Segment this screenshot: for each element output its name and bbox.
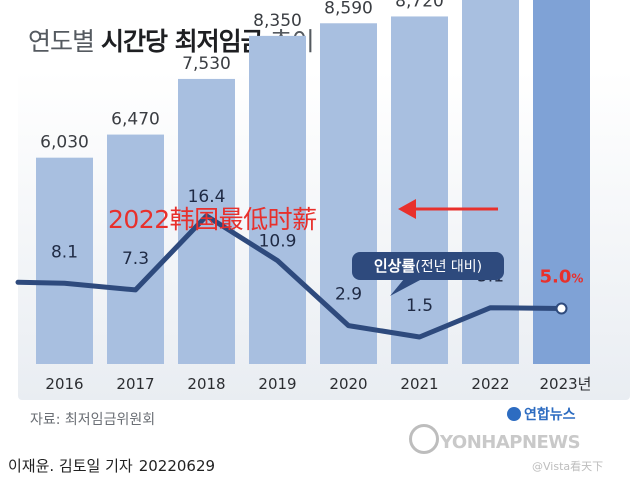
line-value-label-2023년: 5.0% xyxy=(540,267,584,288)
x-tick-label-2023년: 2023년 xyxy=(540,375,592,393)
x-tick-label-2018: 2018 xyxy=(187,375,225,393)
x-tick-label-2020: 2020 xyxy=(329,375,367,393)
growth-rate-line xyxy=(15,213,564,340)
page-title: 연도별 시간당 최저임금 추이 xyxy=(28,22,315,58)
bar-value-label-2021: 8,720 xyxy=(395,0,444,11)
byline-reporters: 이재윤. 김토일 기자 xyxy=(8,457,133,475)
watermark-text: YONHAPNEWS xyxy=(440,432,581,453)
chart-annotation: 2022韩国最低时薪 xyxy=(108,205,317,234)
byline-date: 20220629 xyxy=(138,457,216,475)
line-value-label-2016: 8.1 xyxy=(51,242,78,262)
line-legend-box xyxy=(352,252,504,280)
title-part-2: 시간당 최저임금 xyxy=(100,27,264,56)
line-value-label-2018: 16.4 xyxy=(188,187,226,207)
line-value-label-2017: 7.3 xyxy=(122,249,149,269)
line-value-unit: % xyxy=(571,272,583,286)
bar-2019 xyxy=(249,35,306,364)
x-tick-label-2016: 2016 xyxy=(45,375,83,393)
line-legend-label-rest: (전년 대비) xyxy=(415,259,482,275)
logo-text: 연합뉴스 xyxy=(524,407,576,423)
line-value-label-2021: 1.5 xyxy=(406,296,433,316)
line-legend-label: 인상률(전년 대비) xyxy=(374,257,482,275)
source-note: 자료: 최저임금위원회 xyxy=(30,412,156,428)
byline: 이재윤. 김토일 기자 20220629 xyxy=(8,455,215,476)
bar-2022 xyxy=(462,0,519,364)
line-legend-pointer xyxy=(390,279,422,296)
bar-value-label-2016: 6,030 xyxy=(40,133,89,153)
line-legend-label-bold: 인상률 xyxy=(374,257,416,275)
x-tick-label-2017: 2017 xyxy=(116,375,154,393)
bar-value-label-2017: 6,470 xyxy=(111,110,160,130)
line-value-label-2019: 10.9 xyxy=(259,232,297,252)
x-tick-label-2022: 2022 xyxy=(471,375,509,393)
bar-value-label-2019: 8,350 xyxy=(253,11,302,31)
watermark-handle: @Vista看天下 xyxy=(532,460,604,473)
x-tick-label-2019: 2019 xyxy=(258,375,296,393)
bar-2017 xyxy=(107,134,164,364)
bar-2020 xyxy=(320,23,377,365)
watermark-ring-icon xyxy=(409,424,439,454)
x-tick-label-2021: 2021 xyxy=(400,375,438,393)
bar-2016 xyxy=(36,157,93,364)
bar-value-label-2020: 8,590 xyxy=(324,0,373,18)
annotation-arrow-head xyxy=(398,199,416,219)
line-value-label-2020: 2.9 xyxy=(335,285,362,305)
yonhap-logo-icon xyxy=(507,407,521,421)
growth-rate-last-point xyxy=(555,302,568,315)
bar-2021 xyxy=(391,16,448,364)
title-part-1: 연도별 xyxy=(28,27,95,56)
bar-value-label-2018: 7,530 xyxy=(182,54,231,74)
bar-2018 xyxy=(178,78,235,365)
yonhap-logo: 연합뉴스 xyxy=(507,404,576,424)
